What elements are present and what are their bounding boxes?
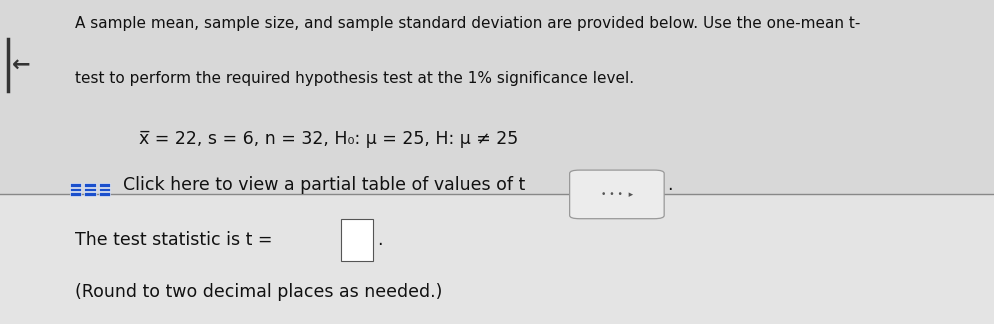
Text: (Round to two decimal places as needed.): (Round to two decimal places as needed.) xyxy=(75,283,441,301)
Text: α: α xyxy=(655,191,663,204)
FancyBboxPatch shape xyxy=(98,192,109,196)
Text: x̅ = 22, s = 6, n = 32, H₀: μ = 25, H⁡: μ ≠ 25: x̅ = 22, s = 6, n = 32, H₀: μ = 25, H⁡: … xyxy=(139,130,518,148)
FancyBboxPatch shape xyxy=(70,188,81,191)
FancyBboxPatch shape xyxy=(0,0,994,194)
Text: test to perform the required hypothesis test at the 1% significance level.: test to perform the required hypothesis … xyxy=(75,71,633,86)
FancyBboxPatch shape xyxy=(569,170,664,219)
Text: • • •  ▸: • • • ▸ xyxy=(600,190,632,199)
Text: Click here to view a partial table of values of t: Click here to view a partial table of va… xyxy=(122,176,525,194)
FancyBboxPatch shape xyxy=(70,192,81,196)
Text: A sample mean, sample size, and sample standard deviation are provided below. Us: A sample mean, sample size, and sample s… xyxy=(75,16,859,31)
FancyBboxPatch shape xyxy=(98,183,109,187)
FancyBboxPatch shape xyxy=(341,219,373,261)
FancyBboxPatch shape xyxy=(83,192,95,196)
Text: ←: ← xyxy=(12,55,31,75)
Text: .: . xyxy=(377,231,383,249)
FancyBboxPatch shape xyxy=(70,183,81,187)
Text: .: . xyxy=(667,176,672,194)
FancyBboxPatch shape xyxy=(83,183,95,187)
FancyBboxPatch shape xyxy=(83,188,95,191)
FancyBboxPatch shape xyxy=(98,188,109,191)
FancyBboxPatch shape xyxy=(0,194,994,324)
Text: The test statistic is t =: The test statistic is t = xyxy=(75,231,277,249)
